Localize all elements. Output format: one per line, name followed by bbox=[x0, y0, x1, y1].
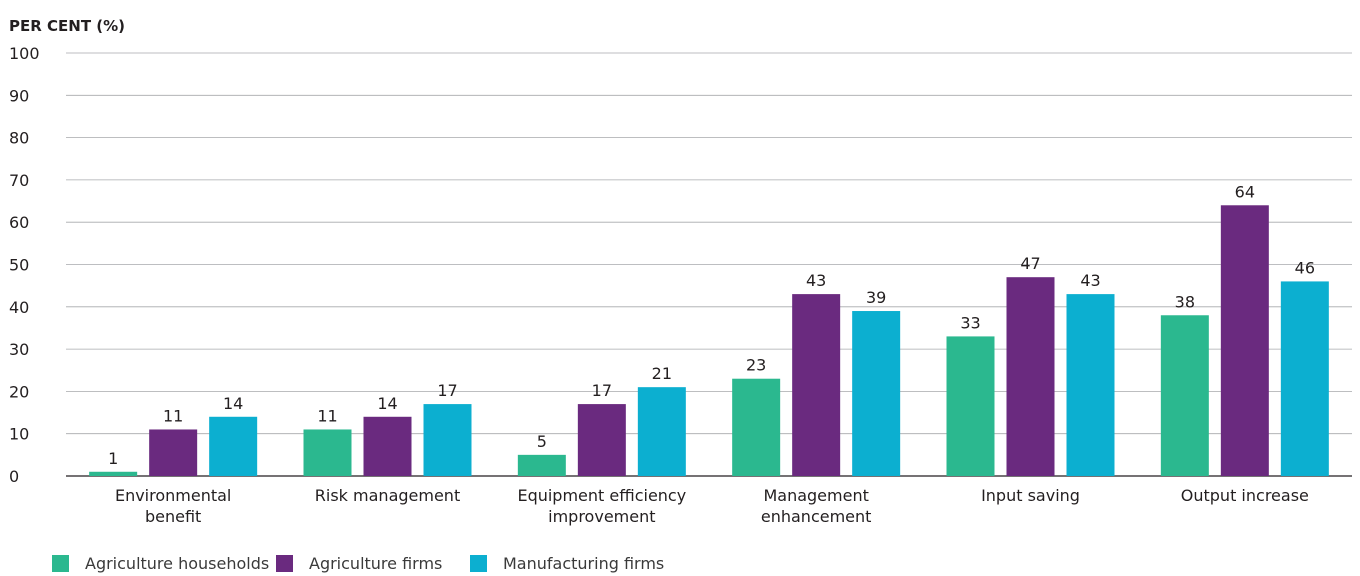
bar bbox=[1220, 205, 1269, 476]
data-label: 21 bbox=[652, 364, 672, 383]
data-label: 43 bbox=[1080, 271, 1100, 290]
bar bbox=[946, 336, 995, 476]
bar bbox=[1006, 277, 1055, 476]
bar bbox=[89, 471, 138, 476]
data-label: 38 bbox=[1175, 292, 1195, 311]
legend: Agriculture households Agriculture firms M… bbox=[52, 554, 730, 573]
y-tick-label: 20 bbox=[9, 382, 29, 401]
y-axis-label: PER CENT (%) bbox=[9, 17, 125, 35]
data-label: 17 bbox=[437, 381, 457, 400]
category-label: Management bbox=[763, 486, 868, 505]
y-tick-label: 100 bbox=[9, 44, 40, 63]
data-label: 64 bbox=[1235, 182, 1255, 201]
category-label: benefit bbox=[145, 507, 201, 526]
bar bbox=[577, 404, 626, 476]
bar bbox=[1160, 315, 1209, 476]
y-tick-label: 50 bbox=[9, 256, 29, 275]
legend-label: Agriculture households bbox=[85, 554, 270, 573]
y-tick-label: 90 bbox=[9, 86, 29, 105]
category-label: Risk management bbox=[315, 486, 460, 505]
data-label: 23 bbox=[746, 356, 766, 375]
gridlines bbox=[66, 52, 1352, 477]
legend-item: Manufacturing firms bbox=[470, 554, 730, 573]
bar bbox=[303, 429, 352, 476]
legend-item: Agriculture households bbox=[52, 554, 276, 573]
data-label: 11 bbox=[317, 406, 337, 425]
data-label: 47 bbox=[1020, 254, 1040, 273]
bar bbox=[423, 404, 472, 476]
y-tick-label: 0 bbox=[9, 467, 19, 486]
data-label: 17 bbox=[592, 381, 612, 400]
y-tick-label: 60 bbox=[9, 213, 29, 232]
bar bbox=[792, 294, 841, 476]
legend-label: Manufacturing firms bbox=[503, 554, 665, 573]
bar bbox=[732, 378, 781, 476]
y-axis-ticks: 0 10 20 30 40 50 60 70 80 90 100 bbox=[9, 44, 40, 486]
data-label: 5 bbox=[537, 432, 547, 451]
category-label: Input saving bbox=[981, 486, 1080, 505]
data-label: 14 bbox=[223, 394, 243, 413]
bar bbox=[637, 387, 686, 476]
y-tick-label: 10 bbox=[9, 425, 29, 444]
bar bbox=[1066, 294, 1115, 476]
bar bbox=[1280, 281, 1329, 476]
category-label: Environmental bbox=[115, 486, 231, 505]
data-label: 43 bbox=[806, 271, 826, 290]
y-tick-label: 80 bbox=[9, 129, 29, 148]
category-label: Equipment efficiency bbox=[517, 486, 686, 505]
y-tick-label: 40 bbox=[9, 298, 29, 317]
category-label: enhancement bbox=[761, 507, 872, 526]
legend-label: Agriculture firms bbox=[309, 554, 443, 573]
data-label: 46 bbox=[1295, 258, 1315, 277]
y-tick-label: 70 bbox=[9, 171, 29, 190]
category-label: Output increase bbox=[1181, 486, 1309, 505]
y-tick-label: 30 bbox=[9, 340, 29, 359]
bar bbox=[517, 454, 566, 476]
data-label: 11 bbox=[163, 406, 183, 425]
category-label: improvement bbox=[548, 507, 655, 526]
legend-item: Agriculture firms bbox=[276, 554, 470, 573]
x-axis-categories: Environmental benefit Risk management Equip… bbox=[115, 486, 1309, 526]
legend-swatch bbox=[470, 555, 487, 572]
legend-swatch bbox=[52, 555, 69, 572]
bars bbox=[89, 205, 1329, 476]
data-label: 33 bbox=[960, 313, 980, 332]
bar bbox=[363, 416, 412, 476]
legend-swatch bbox=[276, 555, 293, 572]
data-label: 14 bbox=[377, 394, 397, 413]
data-label: 1 bbox=[108, 449, 118, 468]
bar bbox=[149, 429, 198, 476]
bar bbox=[209, 416, 258, 476]
data-label: 39 bbox=[866, 288, 886, 307]
bar bbox=[852, 311, 901, 476]
